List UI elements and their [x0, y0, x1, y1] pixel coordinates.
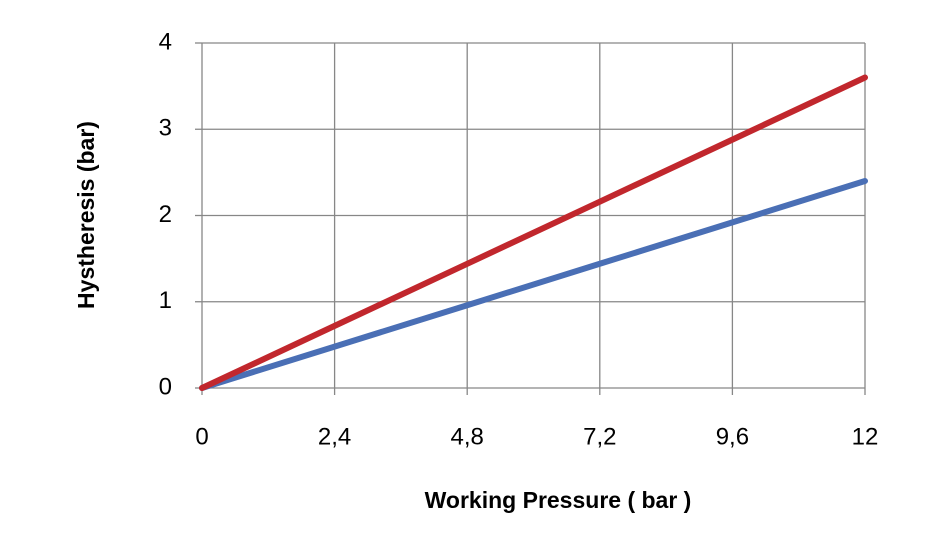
x-tick-label: 0 [195, 423, 208, 450]
series-line [199, 74, 868, 391]
y-tick-label: 2 [159, 201, 172, 228]
y-axis-title: Hystheresis (bar) [73, 121, 99, 309]
series-line [199, 178, 868, 391]
x-tick-label: 7,2 [583, 423, 616, 450]
y-tick-label: 0 [159, 373, 172, 400]
x-tick-label: 12 [852, 423, 879, 450]
y-tick-label: 4 [159, 28, 172, 55]
x-axis-title: Working Pressure ( bar ) [425, 487, 692, 513]
y-tick-label: 1 [159, 287, 172, 314]
y-tick-label: 3 [159, 115, 172, 142]
x-tick-label: 2,4 [318, 423, 351, 450]
x-tick-label: 9,6 [716, 423, 749, 450]
x-tick-label: 4,8 [451, 423, 484, 450]
